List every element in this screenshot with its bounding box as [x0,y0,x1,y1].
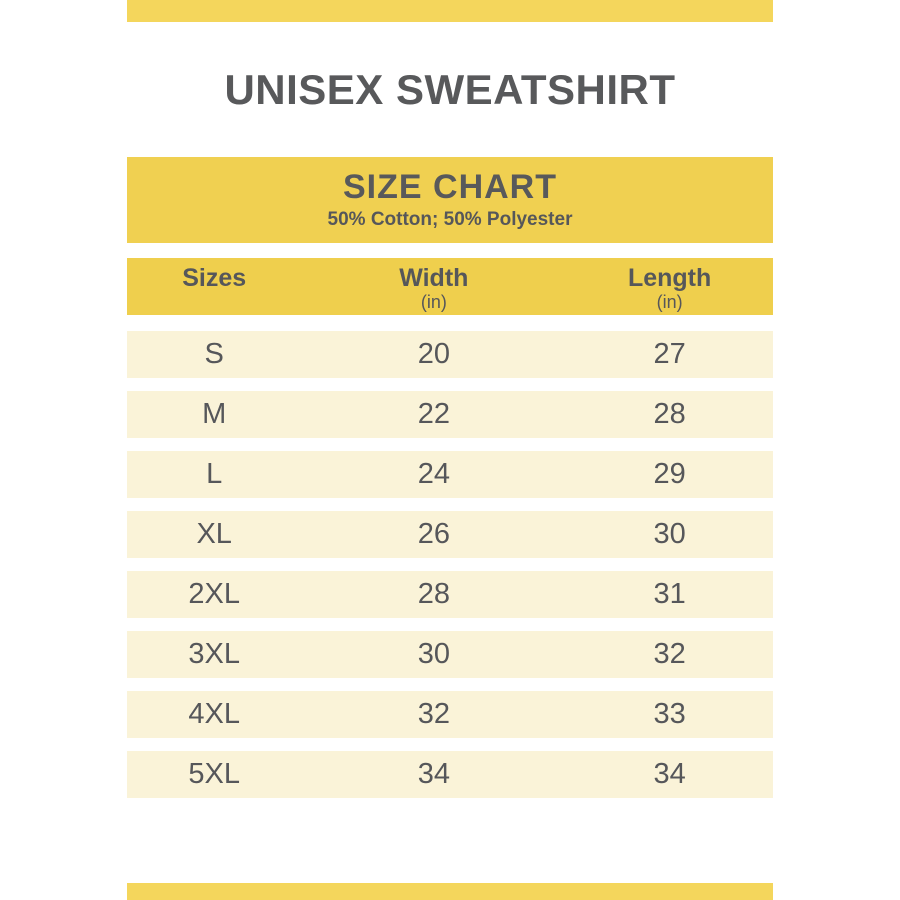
size-cell: L [206,458,223,490]
column-header-width: Width (in) [301,258,566,315]
size-cell: 5XL [188,758,240,790]
page-title: UNISEX SWEATSHIRT [224,66,676,113]
length-cell: 33 [653,698,686,730]
size-cell: 2XL [188,578,240,610]
column-header-unit: (in) [656,292,683,312]
table-row: 2XL 28 31 [127,571,773,618]
width-cell: 32 [417,698,450,730]
table-row: 4XL 32 33 [127,691,773,738]
size-table-body: S 20 27 M 22 28 L 24 29 XL 26 30 2XL 28 … [127,331,773,811]
length-cell: 30 [653,518,686,550]
top-accent-bar [127,0,773,22]
column-header-unit: (in) [420,292,447,312]
length-cell: 29 [653,458,686,490]
column-header-label: Sizes [182,264,247,292]
banner-heading: SIZE CHART [343,168,557,206]
table-row: 3XL 30 32 [127,631,773,678]
size-chart-banner: SIZE CHART 50% Cotton; 50% Polyester [127,157,773,243]
size-cell: S [204,338,224,370]
width-cell: 22 [417,398,450,430]
column-header-label: Length [627,264,712,292]
length-cell: 34 [653,758,686,790]
width-cell: 20 [417,338,450,370]
width-cell: 30 [417,638,450,670]
table-header-row: Sizes Width (in) Length (in) [127,258,773,315]
column-header-label: Width [399,264,469,292]
column-header-length: Length (in) [566,258,773,315]
width-cell: 28 [417,578,450,610]
width-cell: 34 [417,758,450,790]
width-cell: 24 [417,458,450,490]
table-row: M 22 28 [127,391,773,438]
bottom-accent-bar [127,883,773,900]
size-cell: 4XL [188,698,240,730]
length-cell: 28 [653,398,686,430]
length-cell: 32 [653,638,686,670]
table-row: L 24 29 [127,451,773,498]
length-cell: 31 [653,578,686,610]
size-cell: M [202,398,227,430]
width-cell: 26 [417,518,450,550]
size-cell: 3XL [188,638,240,670]
size-cell: XL [196,518,232,550]
table-row: S 20 27 [127,331,773,378]
length-cell: 27 [653,338,686,370]
column-header-sizes: Sizes [127,258,301,315]
banner-subheading: 50% Cotton; 50% Polyester [327,209,573,230]
table-row: 5XL 34 34 [127,751,773,798]
table-row: XL 26 30 [127,511,773,558]
